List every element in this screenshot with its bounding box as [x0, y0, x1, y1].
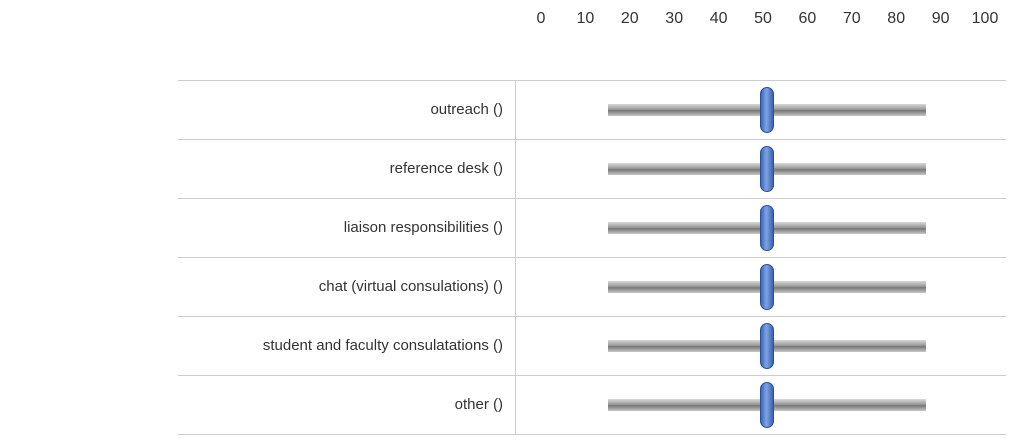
- scale-label: 30: [665, 10, 684, 27]
- scale-label: 40: [709, 10, 728, 27]
- column-divider: [515, 258, 516, 316]
- scale-label: 50: [754, 10, 772, 27]
- scale-label: 80: [887, 10, 906, 27]
- question-row: liaison responsibilities (): [178, 198, 1006, 257]
- question-row: reference desk (): [178, 139, 1006, 198]
- scale-label: 0: [536, 10, 546, 27]
- row-label: liaison responsibilities (): [343, 219, 503, 236]
- question-row: other (): [178, 375, 1006, 435]
- question-row: chat (virtual consulations) (): [178, 257, 1006, 316]
- slider-handle[interactable]: [760, 146, 774, 192]
- column-divider: [515, 81, 516, 139]
- slider-handle[interactable]: [760, 382, 774, 428]
- row-label: other (): [454, 396, 503, 413]
- question-row: outreach (): [178, 80, 1006, 139]
- scale-label: 20: [620, 10, 639, 27]
- row-label: chat (virtual consulations) (): [318, 278, 503, 295]
- column-divider: [515, 317, 516, 375]
- column-divider: [515, 376, 516, 434]
- slider-handle[interactable]: [760, 323, 774, 369]
- scale-label: 100: [971, 10, 999, 27]
- column-divider: [515, 199, 516, 257]
- row-label: reference desk (): [389, 160, 503, 177]
- scale-label: 60: [798, 10, 817, 27]
- slider-handle[interactable]: [760, 264, 774, 310]
- column-divider: [515, 140, 516, 198]
- slider-handle[interactable]: [760, 87, 774, 133]
- row-label: student and faculty consulatations (): [262, 337, 503, 354]
- row-label: outreach (): [430, 101, 503, 118]
- slider-handle[interactable]: [760, 205, 774, 251]
- scale-label: 70: [842, 10, 861, 27]
- question-row: student and faculty consulatations (): [178, 316, 1006, 375]
- scale-label: 90: [931, 10, 950, 27]
- scale-label: 10: [576, 10, 595, 27]
